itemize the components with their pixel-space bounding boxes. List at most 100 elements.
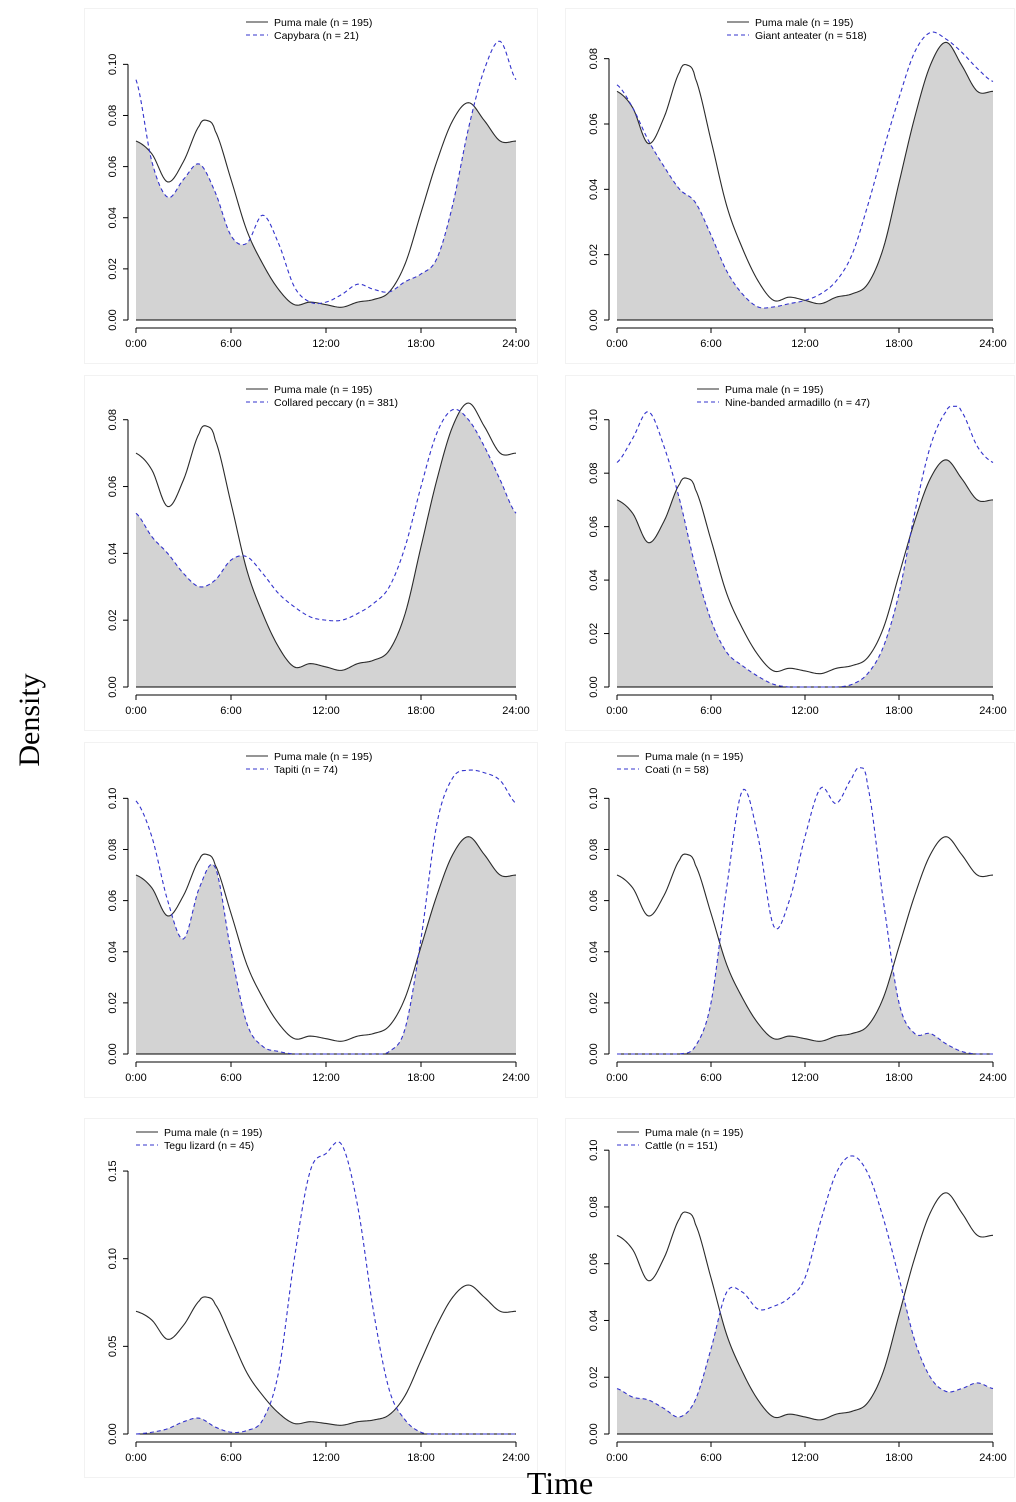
legend-label: Collared peccary (n = 381) xyxy=(274,397,398,409)
legend-label: Puma male (n = 195) xyxy=(274,17,372,29)
legend-label: Puma male (n = 195) xyxy=(725,384,823,396)
x-tick-label: 6:00 xyxy=(220,1072,241,1084)
overlap-area xyxy=(136,107,516,321)
y-tick-label: 0.15 xyxy=(107,1160,119,1181)
x-tick-label: 0:00 xyxy=(125,1072,146,1084)
legend-label: Tapiti (n = 74) xyxy=(274,764,338,776)
series-line-puma xyxy=(616,459,994,675)
x-tick-label: 0:00 xyxy=(125,338,146,350)
x-tick-label: 6:00 xyxy=(220,705,241,717)
y-tick-label: 0.08 xyxy=(107,839,119,860)
legend-label: Tegu lizard (n = 45) xyxy=(164,1140,254,1152)
x-tick-label: 6:00 xyxy=(700,338,721,350)
density-panel-tapiti: 0.00 0.02 0.04 0.06 0.08 0.10 0:00 6:00 12:00 18:… xyxy=(84,742,538,1098)
y-tick-label: 0.06 xyxy=(588,890,600,911)
legend: Puma male (n = 195)Nine-banded armadillo… xyxy=(697,384,870,409)
y-tick-label: 0.08 xyxy=(588,839,600,860)
series-line-puma xyxy=(616,41,994,305)
y-tick-label: 0.02 xyxy=(107,609,119,630)
y-tick-label: 0.06 xyxy=(588,516,600,537)
legend-label: Giant anteater (n = 518) xyxy=(755,30,867,42)
x-axis-title-text: Time xyxy=(527,1465,593,1501)
density-panel-tegu-lizard: 0.00 0.05 0.10 0.15 0:00 6:00 12:00 18:00 24:00 P… xyxy=(84,1118,538,1478)
legend-label: Cattle (n = 151) xyxy=(645,1140,718,1152)
x-tick-label: 24:00 xyxy=(979,1072,1007,1084)
y-axis-title-text: Density xyxy=(13,673,46,766)
y-tick-label: 0.06 xyxy=(107,156,119,177)
x-tick-label: 24:00 xyxy=(979,338,1007,350)
x-tick-label: 18:00 xyxy=(407,338,435,350)
x-tick-label: 12:00 xyxy=(312,1072,340,1084)
x-tick-label: 18:00 xyxy=(407,705,435,717)
x-axis-title: Time xyxy=(527,1465,593,1501)
series-line-prey xyxy=(135,769,517,1055)
x-tick-label: 0:00 xyxy=(125,1452,146,1464)
x-tick-label: 6:00 xyxy=(700,1072,721,1084)
y-tick-label: 0.00 xyxy=(107,676,119,697)
overlap-area xyxy=(136,836,516,1054)
legend: Puma male (n = 195)Capybara (n = 21) xyxy=(246,17,372,42)
y-tick-label: 0.02 xyxy=(588,244,600,265)
x-tick-label: 12:00 xyxy=(312,338,340,350)
y-tick-label: 0.06 xyxy=(107,890,119,911)
y-tick-label: 0.06 xyxy=(588,113,600,134)
overlap-area xyxy=(617,459,993,687)
series-line-puma xyxy=(135,1284,517,1426)
x-tick-label: 24:00 xyxy=(502,1452,530,1464)
series-line-prey xyxy=(135,1141,516,1435)
x-tick-label: 12:00 xyxy=(791,1072,819,1084)
legend-label: Coati (n = 58) xyxy=(645,764,709,776)
overlap-area xyxy=(617,1297,993,1434)
density-panel-cattle: 0.00 0.02 0.04 0.06 0.08 0.10 0:00 6:00 12:00 18:… xyxy=(565,1118,1015,1478)
x-tick-label: 12:00 xyxy=(791,1452,819,1464)
y-axis-title: Density xyxy=(13,673,46,766)
legend: Puma male (n = 195)Collared peccary (n =… xyxy=(246,384,398,409)
legend-label: Puma male (n = 195) xyxy=(645,1127,743,1139)
x-tick-label: 24:00 xyxy=(502,705,530,717)
x-tick-label: 12:00 xyxy=(791,705,819,717)
density-panel-coati: 0.00 0.02 0.04 0.06 0.08 0.10 0:00 6:00 12:00 18:… xyxy=(565,742,1015,1098)
density-panel-nine-banded-armadillo: 0.00 0.02 0.04 0.06 0.08 0.10 0:00 6:00 12:00 18:… xyxy=(565,375,1015,731)
density-panel-collared-peccary: 0.00 0.02 0.04 0.06 0.08 0:00 6:00 12:00 18:00 24… xyxy=(84,375,538,731)
overlap-area xyxy=(617,945,993,1054)
legend-label: Puma male (n = 195) xyxy=(274,751,372,763)
x-tick-label: 18:00 xyxy=(407,1452,435,1464)
density-panel-capybara: 0.00 0.02 0.04 0.06 0.08 0.10 0:00 6:00 12:00 18:… xyxy=(84,8,538,364)
series-line-puma xyxy=(135,402,517,671)
y-tick-label: 0.02 xyxy=(588,992,600,1013)
legend-label: Puma male (n = 195) xyxy=(164,1127,262,1139)
x-tick-label: 6:00 xyxy=(220,338,241,350)
legend-label: Capybara (n = 21) xyxy=(274,30,359,42)
y-tick-label: 0.00 xyxy=(588,1043,600,1064)
overlap-area xyxy=(136,1404,516,1434)
x-tick-label: 18:00 xyxy=(885,1072,913,1084)
legend: Puma male (n = 195)Giant anteater (n = 5… xyxy=(727,17,867,42)
y-tick-label: 0.10 xyxy=(107,1248,119,1269)
y-tick-label: 0.04 xyxy=(107,207,119,228)
x-tick-label: 18:00 xyxy=(885,1452,913,1464)
y-tick-label: 0.00 xyxy=(588,1423,600,1444)
y-tick-label: 0.10 xyxy=(588,1139,600,1160)
y-tick-label: 0.00 xyxy=(107,1423,119,1444)
legend-label: Puma male (n = 195) xyxy=(645,751,743,763)
series-line-prey xyxy=(135,408,517,622)
overlap-area xyxy=(136,411,516,687)
y-tick-label: 0.02 xyxy=(588,623,600,644)
panel-background xyxy=(84,1118,538,1478)
y-tick-label: 0.02 xyxy=(107,258,119,279)
y-tick-label: 0.08 xyxy=(588,48,600,69)
legend: Puma male (n = 195)Coati (n = 58) xyxy=(617,751,743,776)
x-tick-label: 0:00 xyxy=(606,705,627,717)
x-tick-label: 24:00 xyxy=(502,338,530,350)
x-tick-label: 24:00 xyxy=(502,1072,530,1084)
y-tick-label: 0.05 xyxy=(107,1336,119,1357)
x-tick-label: 18:00 xyxy=(885,705,913,717)
legend-label: Puma male (n = 195) xyxy=(274,384,372,396)
y-tick-label: 0.00 xyxy=(107,309,119,330)
y-tick-label: 0.04 xyxy=(588,1310,600,1331)
y-tick-label: 0.08 xyxy=(107,105,119,126)
legend: Puma male (n = 195)Tapiti (n = 74) xyxy=(246,751,372,776)
y-tick-label: 0.08 xyxy=(107,409,119,430)
y-tick-label: 0.02 xyxy=(107,992,119,1013)
series-line-prey xyxy=(616,31,994,309)
